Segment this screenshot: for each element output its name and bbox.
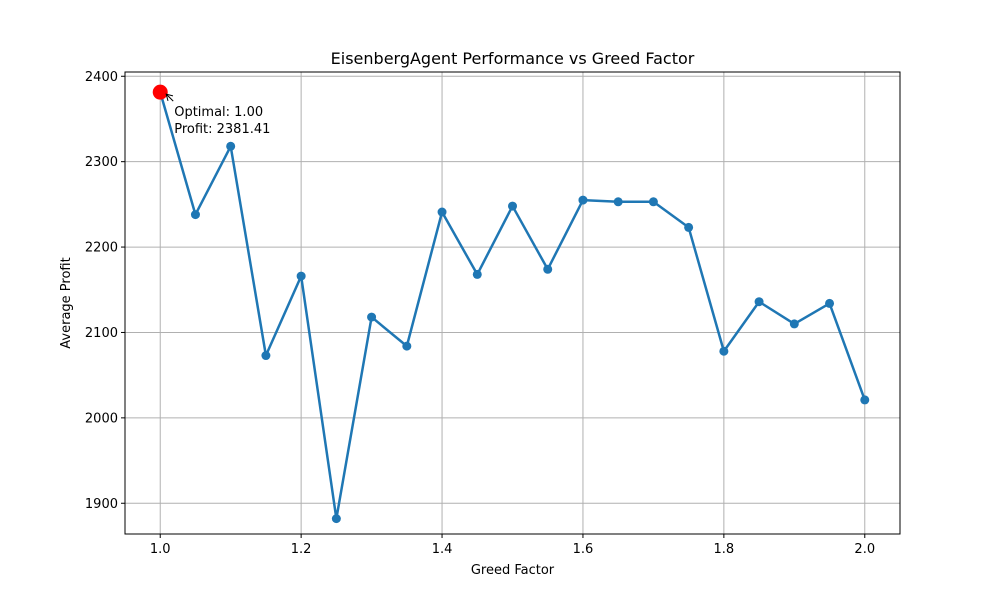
series-layer	[152, 84, 870, 524]
annotation-arrow	[165, 93, 174, 102]
annotation-profit-text: Profit: 2381.41	[174, 122, 270, 137]
data-point	[789, 319, 799, 329]
data-point	[719, 346, 729, 356]
data-point	[296, 271, 306, 281]
data-point	[190, 210, 200, 220]
x-tick-label: 1.2	[291, 542, 312, 557]
data-point	[613, 197, 623, 207]
y-tick-label: 2100	[85, 326, 118, 341]
annotation-arrow-head	[165, 93, 174, 101]
data-point	[261, 351, 271, 361]
y-tick-label: 2000	[85, 411, 118, 426]
data-point	[226, 141, 236, 151]
grid	[125, 72, 900, 534]
data-point	[578, 195, 588, 205]
optimal-point-marker	[152, 84, 168, 100]
y-tick-label: 2400	[85, 70, 118, 85]
chart-title: EisenbergAgent Performance vs Greed Fact…	[331, 49, 695, 68]
data-point	[472, 269, 482, 279]
data-point	[825, 298, 835, 308]
data-point	[437, 207, 447, 217]
data-point	[684, 222, 694, 232]
x-tick-label: 1.0	[150, 542, 171, 557]
data-point	[860, 395, 870, 405]
x-tick-label: 2.0	[854, 542, 875, 557]
data-point	[402, 341, 412, 351]
x-tick-label: 1.4	[432, 542, 453, 557]
y-tick-label: 1900	[85, 497, 118, 512]
y-tick-label: 2300	[85, 155, 118, 170]
data-point	[331, 514, 341, 524]
data-point	[508, 201, 517, 211]
x-tick-label: 1.8	[714, 542, 735, 557]
x-axis-title: Greed Factor	[471, 563, 555, 578]
plot-frame	[124, 71, 901, 535]
data-point	[754, 297, 764, 307]
y-axis-title: Average Profit	[59, 257, 74, 348]
annotation-optimal-text: Optimal: 1.00	[174, 105, 263, 120]
axis-ticks: 1.0 1.2 1.4 1.6 1.8 2.0 1900 2000 2100 2200 2300 24…	[85, 70, 875, 557]
data-point	[367, 312, 377, 322]
y-tick-label: 2200	[85, 241, 118, 256]
annotation-layer: Optimal: 1.00 Profit: 2381.41	[165, 93, 270, 137]
data-point	[648, 197, 658, 207]
x-tick-label: 1.6	[573, 542, 594, 557]
data-point	[543, 264, 553, 274]
